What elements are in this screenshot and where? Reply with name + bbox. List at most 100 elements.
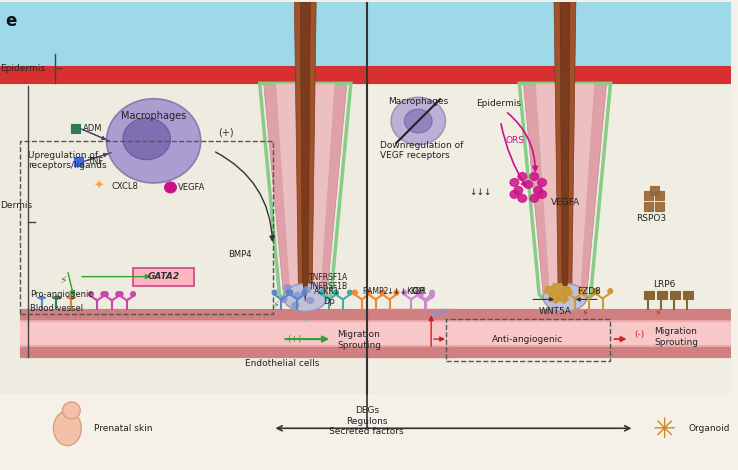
Text: Epidermis: Epidermis bbox=[0, 64, 45, 73]
Ellipse shape bbox=[292, 302, 299, 308]
Ellipse shape bbox=[283, 283, 327, 311]
Ellipse shape bbox=[402, 290, 407, 295]
Ellipse shape bbox=[366, 290, 371, 295]
Text: ↓↓↓: ↓↓↓ bbox=[469, 188, 492, 197]
Ellipse shape bbox=[415, 290, 421, 295]
Bar bbox=[683, 290, 693, 299]
Ellipse shape bbox=[518, 195, 527, 202]
Ellipse shape bbox=[518, 172, 527, 180]
Ellipse shape bbox=[565, 289, 570, 294]
Bar bbox=[0, 32, 367, 468]
Text: Macrophages: Macrophages bbox=[121, 111, 186, 121]
Ellipse shape bbox=[530, 195, 539, 202]
Text: ⚡: ⚡ bbox=[60, 276, 67, 287]
Ellipse shape bbox=[63, 402, 80, 419]
Text: TNFRSF1A: TNFRSF1A bbox=[309, 273, 348, 282]
Text: VEGFA: VEGFA bbox=[551, 198, 580, 207]
Ellipse shape bbox=[530, 172, 539, 180]
Ellipse shape bbox=[272, 290, 277, 295]
Ellipse shape bbox=[593, 289, 598, 294]
Text: (-): (-) bbox=[635, 329, 644, 338]
Text: ADM: ADM bbox=[83, 125, 103, 133]
Bar bbox=[20, 322, 456, 344]
Text: ⚡: ⚡ bbox=[581, 307, 587, 317]
Bar bbox=[367, 309, 731, 319]
Text: TNF: TNF bbox=[87, 157, 103, 166]
Text: TNFRSF1B: TNFRSF1B bbox=[309, 282, 348, 291]
Bar bbox=[644, 290, 654, 299]
Polygon shape bbox=[294, 2, 316, 305]
Polygon shape bbox=[560, 2, 570, 301]
Text: Epidermis: Epidermis bbox=[476, 99, 521, 108]
Bar bbox=[75, 157, 83, 165]
Polygon shape bbox=[67, 296, 76, 299]
Text: Sprouting: Sprouting bbox=[337, 341, 381, 350]
Ellipse shape bbox=[514, 187, 523, 195]
Ellipse shape bbox=[131, 291, 136, 297]
Text: Anti-angiogenic: Anti-angiogenic bbox=[492, 335, 563, 344]
Text: ✳: ✳ bbox=[652, 416, 676, 444]
Text: RAMP2: RAMP2 bbox=[362, 287, 389, 296]
Text: RSPO3: RSPO3 bbox=[636, 214, 666, 223]
Text: GATA2: GATA2 bbox=[148, 272, 179, 281]
Text: ⚡: ⚡ bbox=[272, 299, 280, 309]
Text: Macrophages: Macrophages bbox=[388, 97, 449, 106]
Ellipse shape bbox=[288, 290, 293, 295]
Ellipse shape bbox=[391, 97, 446, 145]
Text: FZD8: FZD8 bbox=[577, 287, 601, 296]
Text: BMP4: BMP4 bbox=[228, 251, 252, 259]
Ellipse shape bbox=[103, 291, 108, 297]
Text: LRP6: LRP6 bbox=[653, 280, 675, 289]
Text: Organoid: Organoid bbox=[689, 424, 731, 433]
Ellipse shape bbox=[334, 290, 339, 295]
Ellipse shape bbox=[294, 292, 301, 298]
Ellipse shape bbox=[538, 179, 547, 187]
Text: e: e bbox=[5, 12, 16, 30]
Ellipse shape bbox=[441, 309, 446, 313]
Bar bbox=[644, 191, 653, 200]
Text: (+): (+) bbox=[218, 128, 234, 138]
Bar bbox=[0, 65, 731, 83]
Ellipse shape bbox=[415, 290, 421, 295]
Text: Dp: Dp bbox=[323, 297, 335, 306]
Ellipse shape bbox=[430, 312, 435, 316]
Bar bbox=[367, 32, 731, 468]
Ellipse shape bbox=[320, 290, 325, 295]
Text: Dermis: Dermis bbox=[0, 201, 32, 210]
Ellipse shape bbox=[380, 290, 385, 295]
Text: Upregulation of
receptors/ligands: Upregulation of receptors/ligands bbox=[28, 151, 106, 170]
Polygon shape bbox=[561, 287, 573, 297]
Text: ACKR1: ACKR1 bbox=[314, 287, 339, 296]
Ellipse shape bbox=[101, 291, 106, 297]
Text: ⚡: ⚡ bbox=[654, 307, 661, 317]
Bar bbox=[655, 202, 664, 211]
Ellipse shape bbox=[352, 290, 357, 295]
Ellipse shape bbox=[430, 293, 434, 298]
Ellipse shape bbox=[106, 99, 201, 183]
Polygon shape bbox=[523, 83, 607, 314]
Bar bbox=[20, 309, 456, 319]
Polygon shape bbox=[263, 83, 347, 314]
Polygon shape bbox=[275, 83, 335, 307]
Polygon shape bbox=[549, 293, 561, 304]
Bar bbox=[0, 2, 731, 67]
Ellipse shape bbox=[404, 109, 432, 133]
Polygon shape bbox=[545, 287, 557, 297]
Ellipse shape bbox=[510, 179, 519, 187]
Text: Endothelial cells: Endothelial cells bbox=[245, 360, 320, 368]
Ellipse shape bbox=[307, 298, 314, 304]
Bar bbox=[20, 309, 456, 357]
Bar bbox=[0, 393, 731, 468]
Ellipse shape bbox=[608, 289, 613, 294]
Polygon shape bbox=[300, 2, 310, 301]
Text: Migration: Migration bbox=[337, 329, 380, 338]
Text: Pro-angiogenic: Pro-angiogenic bbox=[30, 290, 93, 299]
Polygon shape bbox=[557, 293, 569, 304]
Bar bbox=[657, 290, 667, 299]
Text: ORS: ORS bbox=[506, 136, 525, 145]
Ellipse shape bbox=[579, 289, 584, 294]
Text: Migration: Migration bbox=[654, 327, 697, 336]
Ellipse shape bbox=[510, 190, 519, 198]
Ellipse shape bbox=[284, 284, 291, 290]
Polygon shape bbox=[553, 283, 565, 293]
